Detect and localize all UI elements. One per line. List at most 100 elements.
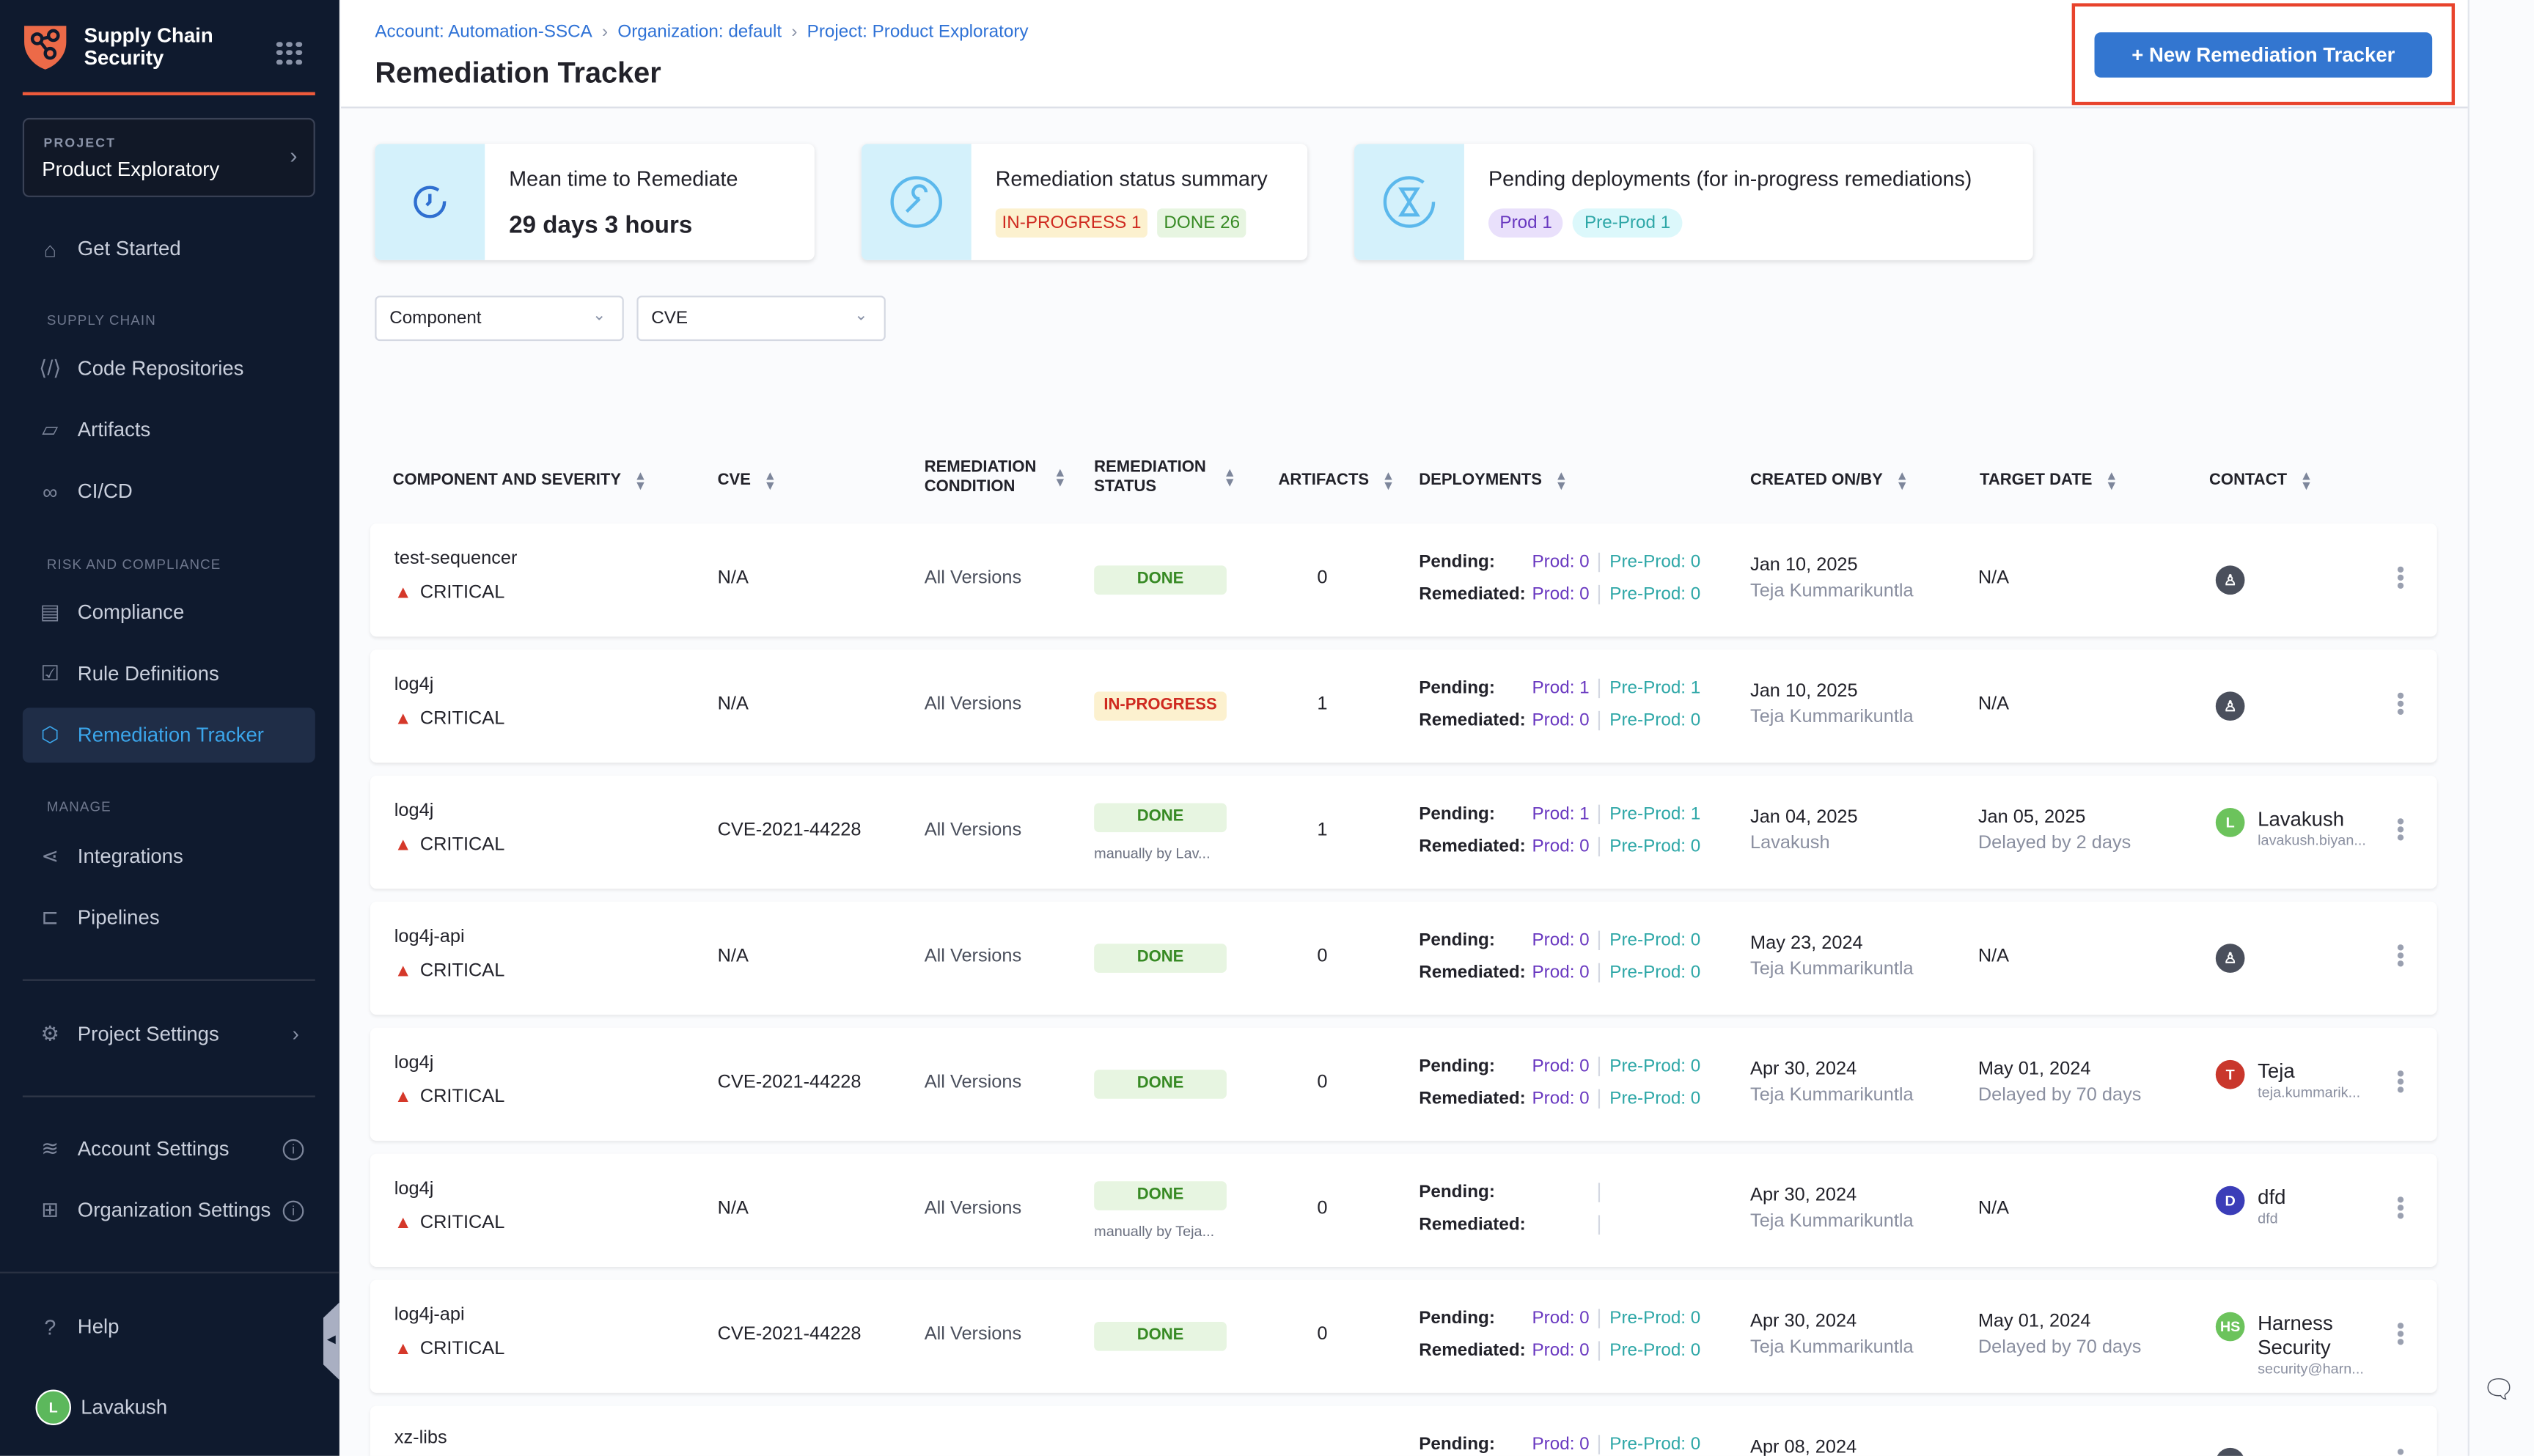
- sidebar-item-cicd[interactable]: ∞ CI/CD: [23, 464, 315, 519]
- column-header-component[interactable]: COMPONENT AND SEVERITY ▲ ▼: [393, 468, 647, 493]
- column-header-condition[interactable]: REMEDIATION CONDITION ▲ ▼: [925, 459, 1067, 498]
- sort-icon[interactable]: ▲ ▼: [1554, 468, 1568, 493]
- component-name[interactable]: log4j: [394, 1179, 434, 1199]
- remediated-label: Remediated:: [1419, 710, 1526, 731]
- table-row[interactable]: log4j ▲ CRITICAL N/A All Versions IN-PROG…: [370, 650, 2437, 763]
- column-header-artifacts[interactable]: ARTIFACTS ▲ ▼: [1278, 468, 1395, 493]
- sort-icon[interactable]: ▲ ▼: [2299, 468, 2313, 493]
- critical-warning-icon: ▲: [394, 835, 412, 855]
- collapse-sidebar-handle[interactable]: ◀: [323, 1302, 339, 1380]
- sidebar-item-get-started[interactable]: ⌂ Get Started: [23, 221, 315, 276]
- sidebar-item-compliance[interactable]: ▤ Compliance: [23, 585, 315, 640]
- account-settings-icon: ≋: [41, 1136, 59, 1161]
- component-name[interactable]: log4j-api: [394, 1305, 465, 1326]
- breadcrumb-account[interactable]: Account: Automation-SSCA: [375, 22, 592, 43]
- sidebar-item-artifacts[interactable]: ▱ Artifacts: [23, 402, 315, 457]
- sidebar-item-project-settings[interactable]: ⚙ Project Settings ›: [23, 1007, 315, 1062]
- sidebar-item-integrations[interactable]: ⋖ Integrations: [23, 829, 315, 884]
- table-row[interactable]: log4j-api ▲ CRITICAL N/A All Versions DON…: [370, 901, 2437, 1015]
- remediated-preprod: Pre-Prod: 0: [1598, 1089, 1701, 1109]
- more-options-icon[interactable]: •••: [2396, 1438, 2405, 1456]
- column-header-target[interactable]: TARGET DATE ▲ ▼: [1980, 468, 2118, 493]
- user-profile[interactable]: L Lavakush: [35, 1380, 328, 1435]
- nav-label: CI/CD: [77, 479, 133, 503]
- sidebar-item-help[interactable]: ? Help: [23, 1299, 315, 1354]
- more-options-icon[interactable]: •••: [2396, 1059, 2405, 1103]
- info-icon[interactable]: i: [282, 1199, 304, 1221]
- column-header-created[interactable]: CREATED ON/BY ▲ ▼: [1750, 468, 1909, 493]
- sort-icon[interactable]: ▲ ▼: [1054, 465, 1067, 490]
- component-name[interactable]: log4j: [394, 801, 434, 821]
- sort-icon[interactable]: ▲ ▼: [1223, 465, 1236, 490]
- chat-support-icon[interactable]: 🗨: [2482, 1376, 2516, 1405]
- component-name[interactable]: log4j-api: [394, 927, 465, 947]
- remediated-label: Remediated:: [1419, 1341, 1526, 1361]
- table-row[interactable]: log4j ▲ CRITICAL CVE-2021-44228 All Versi…: [370, 775, 2437, 889]
- remediated-preprod: Pre-Prod: 0: [1598, 584, 1701, 605]
- sidebar-item-code-repositories[interactable]: ⟨/⟩ Code Repositories: [23, 341, 315, 396]
- table-row[interactable]: log4j ▲ CRITICAL CVE-2021-44228 All Versi…: [370, 1027, 2437, 1141]
- project-selector[interactable]: PROJECT Product Exploratory ›: [22, 117, 315, 197]
- remediated-label: Remediated:: [1419, 963, 1526, 983]
- in-progress-count-badge: IN-PROGRESS 1: [995, 208, 1148, 238]
- divider: [0, 1271, 339, 1273]
- more-options-icon[interactable]: •••: [2396, 1185, 2405, 1229]
- contact-email: dfd: [2258, 1210, 2278, 1227]
- table-row[interactable]: test-sequencer ▲ CRITICAL N/A All Version…: [370, 523, 2437, 637]
- nav-label: Remediation Tracker: [77, 724, 264, 747]
- sidebar-item-organization-settings[interactable]: ⊞ Organization Settings i: [23, 1183, 315, 1238]
- sort-icon[interactable]: ▲ ▼: [2105, 468, 2118, 493]
- component-name[interactable]: xz-libs: [394, 1428, 447, 1448]
- target-date: May 01, 2024: [1977, 1312, 2091, 1332]
- infinity-icon: ∞: [43, 479, 58, 504]
- cve-filter-dropdown[interactable]: CVE ⌄: [636, 295, 886, 342]
- component-cell: log4j-api ▲ CRITICAL: [394, 927, 505, 981]
- remediated-preprod: Pre-Prod: 0: [1598, 710, 1701, 731]
- component-name[interactable]: log4j: [394, 675, 434, 695]
- project-name: Product Exploratory: [42, 158, 220, 181]
- deployments-cell: Pending: Prod: 1 Pre-Prod: 1 Remediated: Pr…: [1419, 672, 1701, 737]
- component-name[interactable]: log4j: [394, 1054, 434, 1073]
- sidebar-item-account-settings[interactable]: ≋ Account Settings i: [23, 1122, 315, 1177]
- sidebar-item-remediation-tracker[interactable]: ⬡ Remediation Tracker: [22, 707, 315, 763]
- component-filter-dropdown[interactable]: Component ⌄: [375, 295, 624, 342]
- hourglass-icon: [1354, 144, 1464, 260]
- table-row[interactable]: log4j-api ▲ CRITICAL CVE-2021-44228 All V…: [370, 1279, 2437, 1393]
- more-options-icon[interactable]: •••: [2396, 808, 2405, 850]
- column-header-status[interactable]: REMEDIATION STATUS ▲ ▼: [1094, 459, 1236, 498]
- created-date: Jan 10, 2025: [1750, 556, 1858, 576]
- brand[interactable]: Supply Chain Security: [23, 23, 229, 71]
- pending-prod: Prod: 1: [1532, 804, 1590, 825]
- critical-warning-icon: ▲: [394, 1213, 412, 1233]
- target-cell: Jan 05, 2025 Delayed by 2 days: [1978, 808, 2131, 853]
- created-cell: Apr 30, 2024 Teja Kummarikuntla: [1750, 1186, 1914, 1232]
- new-remediation-tracker-button[interactable]: + New Remediation Tracker: [2094, 32, 2433, 78]
- sort-icon[interactable]: ▲ ▼: [1381, 468, 1395, 493]
- more-options-icon[interactable]: •••: [2396, 933, 2405, 977]
- breadcrumb-separator: ›: [602, 22, 609, 43]
- more-options-icon[interactable]: •••: [2396, 1312, 2405, 1355]
- table-row[interactable]: log4j ▲ CRITICAL N/A All Versions DONE man…: [370, 1153, 2437, 1268]
- breadcrumb-project[interactable]: Project: Product Exploratory: [807, 22, 1029, 43]
- app-grid-icon[interactable]: [276, 42, 303, 65]
- pending-label: Pending:: [1419, 1183, 1495, 1202]
- more-options-icon[interactable]: •••: [2396, 682, 2405, 724]
- brand-title: Supply Chain Security: [84, 24, 213, 70]
- contact-cell: D dfd dfd: [2215, 1185, 2387, 1227]
- highlight-box: [2071, 3, 2456, 106]
- breadcrumb-organization[interactable]: Organization: default: [617, 22, 782, 43]
- more-options-icon[interactable]: •••: [2396, 556, 2405, 598]
- column-header-deployments[interactable]: DEPLOYMENTS ▲ ▼: [1419, 468, 1568, 493]
- deployments-cell: Pending: Remediated:: [1419, 1177, 1610, 1241]
- sort-icon[interactable]: ▲ ▼: [763, 468, 777, 493]
- sort-icon[interactable]: ▲ ▼: [634, 468, 647, 493]
- info-icon[interactable]: i: [282, 1138, 304, 1160]
- sort-icon[interactable]: ▲ ▼: [1895, 468, 1909, 493]
- sidebar-item-pipelines[interactable]: ⊏ Pipelines: [23, 890, 315, 945]
- sidebar-item-rule-definitions[interactable]: ☑ Rule Definitions: [23, 647, 315, 702]
- component-name[interactable]: test-sequencer: [394, 549, 518, 569]
- column-header-cve[interactable]: CVE ▲ ▼: [718, 468, 777, 493]
- column-header-contact[interactable]: CONTACT ▲ ▼: [2209, 468, 2313, 493]
- remediated-prod: Prod: 0: [1532, 584, 1590, 605]
